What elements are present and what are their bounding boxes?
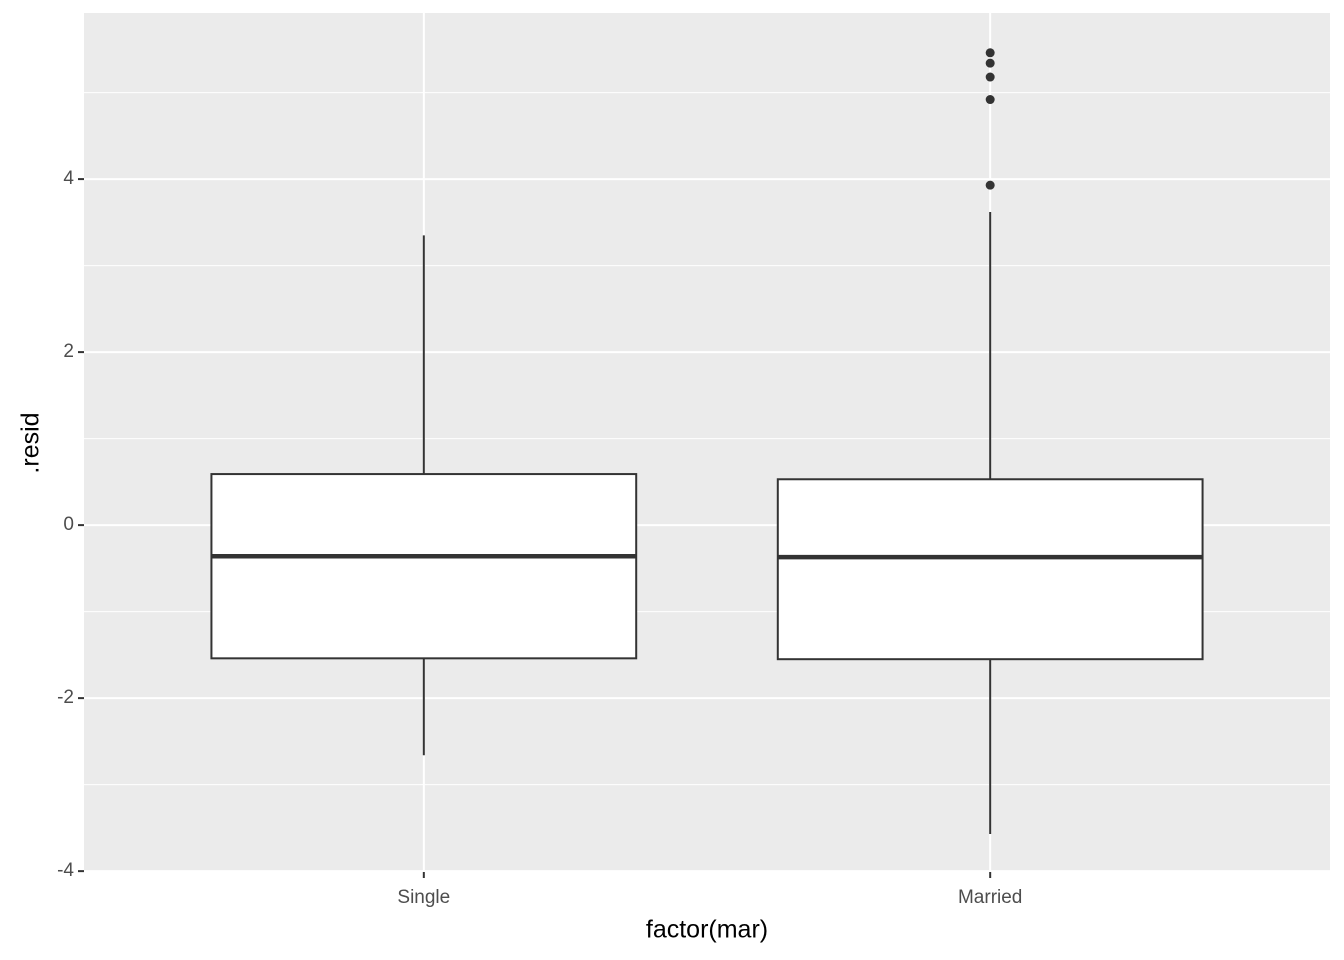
x-axis-title: factor(mar) [646,916,768,944]
outlier [985,58,995,68]
y-axis-title: .resid [17,412,45,473]
box [776,478,1204,661]
panel [84,13,1330,872]
y-tick-label: 2 [63,341,74,362]
y-tick-label: -4 [57,860,74,881]
outlier [985,95,995,105]
y-tick-label: 0 [63,514,74,535]
x-tick-label: Married [958,887,1022,908]
box [210,473,638,660]
y-tick-label: -2 [57,687,74,708]
outlier [985,48,995,58]
y-tick-label: 4 [63,168,74,189]
x-tick-label: Single [397,887,450,908]
outlier [985,72,995,82]
outlier [985,180,995,190]
